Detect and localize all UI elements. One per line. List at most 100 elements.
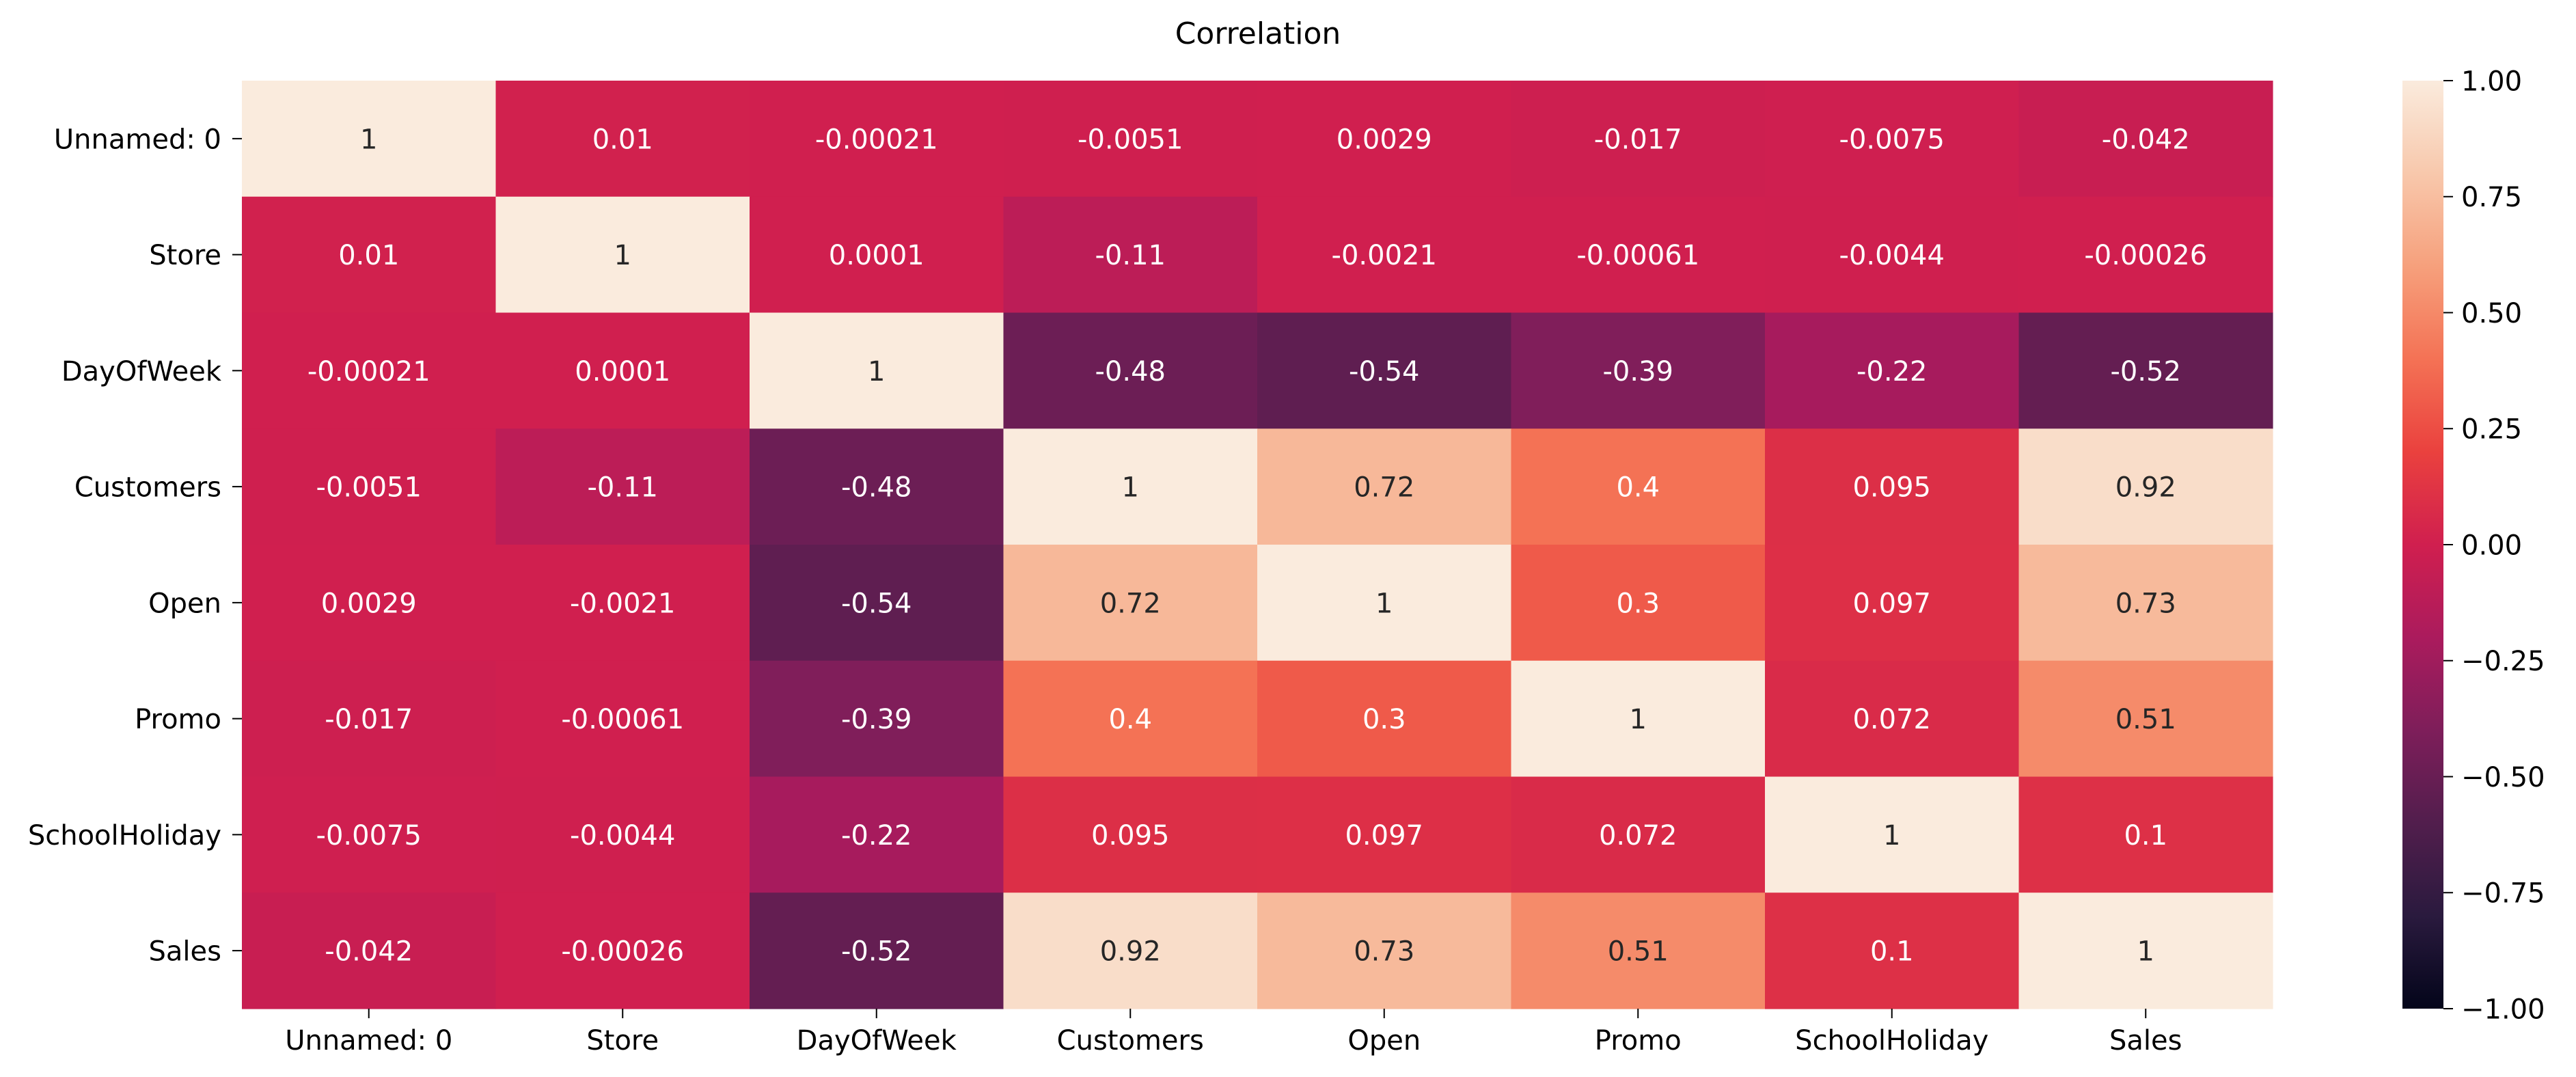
cell-annotation: 0.095: [1852, 472, 1931, 504]
colorbar-gradient: [2402, 81, 2443, 1009]
cell-annotation: -0.017: [1594, 124, 1682, 155]
cell-annotation: 1: [2137, 936, 2154, 968]
colorbar-tick-label: 0.25: [2461, 414, 2522, 446]
row-label: Open: [148, 588, 221, 619]
heatmap-cell: [750, 892, 1004, 1009]
cell-annotation: -0.0044: [1839, 240, 1945, 271]
heatmap-cell: [1511, 660, 1766, 778]
cell-annotation: -0.22: [841, 820, 912, 851]
cell-annotation: -0.00021: [815, 124, 938, 155]
chart-title: Correlation: [1175, 16, 1341, 51]
heatmap-cell: [750, 81, 1004, 197]
colorbar-tick-label: 0.50: [2461, 298, 2522, 329]
column-label: Customers: [1057, 1025, 1204, 1056]
cell-annotation: -0.11: [1095, 240, 1166, 271]
cell-annotation: -0.00026: [2084, 240, 2207, 271]
heatmap-cell: [1257, 81, 1512, 197]
heatmap-cell: [2018, 81, 2273, 197]
colorbar-tick-label: 0.75: [2461, 182, 2522, 213]
cell-annotation: -0.042: [325, 936, 413, 968]
heatmap-cell: [1765, 892, 2020, 1009]
heatmap-cell: [1003, 81, 1258, 197]
cell-annotation: -0.017: [325, 704, 413, 735]
cell-annotation: -0.0075: [1839, 124, 1945, 155]
cell-annotation: 0.3: [1616, 588, 1660, 619]
row-label: SchoolHoliday: [28, 820, 221, 851]
heatmap-cell: [2018, 196, 2273, 314]
row-label: Unnamed: 0: [54, 124, 221, 155]
heatmap-cell: [1003, 196, 1258, 314]
cell-annotation: 0.01: [338, 240, 399, 271]
column-label: Store: [586, 1025, 659, 1056]
row-labels: Unnamed: 0 Store DayOfWeek Customers Open Pro…: [28, 124, 242, 968]
heatmap-cell: [2018, 312, 2273, 429]
heatmap-cell: [1003, 312, 1258, 429]
heatmap-cell: [1003, 428, 1258, 545]
colorbar-tick-label: −0.75: [2461, 878, 2545, 910]
cell-annotation: 0.0001: [575, 356, 670, 387]
row-label: Sales: [149, 936, 221, 968]
heatmap-cell: [242, 892, 497, 1009]
heatmap-cell: [2018, 545, 2273, 662]
colorbar-tick-label: −0.50: [2461, 762, 2545, 793]
heatmap-cell: [1511, 312, 1766, 429]
cell-annotation: 0.01: [592, 124, 653, 155]
cell-annotation: -0.0021: [570, 588, 675, 619]
heatmap-cell: [495, 312, 750, 429]
row-label: Store: [149, 240, 221, 271]
cell-annotation: 0.3: [1362, 704, 1406, 735]
heatmap-cell: [242, 81, 497, 197]
cell-annotation: 1: [1883, 820, 1900, 851]
heatmap-cell: [2018, 776, 2273, 893]
cell-annotation: 0.0001: [829, 240, 924, 271]
heatmap-cell: [1257, 892, 1512, 1009]
cell-annotation: -0.11: [588, 472, 659, 504]
heatmap-cell: [1003, 776, 1258, 893]
cell-annotation: 0.072: [1599, 820, 1677, 851]
heatmap-cell: [1765, 545, 2020, 662]
cell-annotation: -0.0021: [1332, 240, 1437, 271]
cell-annotation: -0.00021: [307, 356, 430, 387]
cell-annotation: 0.4: [1108, 704, 1152, 735]
heatmap-cell: [1765, 81, 2020, 197]
heatmap-cell: [1003, 545, 1258, 662]
heatmap-cell: [242, 660, 497, 778]
cell-annotation: -0.0075: [316, 820, 422, 851]
heatmap-cell: [495, 660, 750, 778]
heatmap-cell: [495, 545, 750, 662]
row-label: Customers: [74, 472, 221, 504]
cell-annotation: 0.73: [1354, 936, 1414, 968]
heatmap-cell: [1511, 428, 1766, 545]
cell-annotation: -0.0051: [1078, 124, 1183, 155]
column-label: Promo: [1595, 1025, 1682, 1056]
cell-annotation: 1: [1122, 472, 1139, 504]
heatmap-cell: [495, 196, 750, 314]
cell-annotation: 0.4: [1616, 472, 1660, 504]
cell-annotation: 0.0029: [321, 588, 417, 619]
heatmap-cell: [1257, 545, 1512, 662]
colorbar-tick-label: −1.00: [2461, 994, 2545, 1025]
heatmap-cell: [1765, 428, 2020, 545]
column-label: SchoolHoliday: [1795, 1025, 1988, 1056]
heatmap-cell: [750, 545, 1004, 662]
column-labels: Unnamed: 0 Store DayOfWeek Customers Open Pro…: [285, 1009, 2182, 1056]
cell-annotation: 0.72: [1100, 588, 1161, 619]
heatmap-cell: [2018, 892, 2273, 1009]
cell-annotation: 0.92: [1100, 936, 1161, 968]
heatmap-cell: [242, 196, 497, 314]
column-label: Sales: [2109, 1025, 2182, 1056]
cell-annotation: 1: [1630, 704, 1647, 735]
column-label: DayOfWeek: [797, 1025, 957, 1056]
heatmap-cell: [1511, 776, 1766, 893]
cell-annotation: 0.72: [1354, 472, 1414, 504]
row-label: Promo: [135, 704, 221, 735]
cell-annotation: -0.52: [2111, 356, 2182, 387]
heatmap-cell: [1765, 196, 2020, 314]
heatmap-cell: [495, 892, 750, 1009]
heatmap-cell: [1257, 776, 1512, 893]
colorbar-tick-label: −0.25: [2461, 646, 2545, 677]
heatmap-cell: [495, 776, 750, 893]
heatmap-cells: 1 0.01 -0.00021 -0.0051 0.0029 -0.017 -0.0075 -…: [242, 81, 2273, 1009]
row-label: DayOfWeek: [61, 356, 222, 387]
